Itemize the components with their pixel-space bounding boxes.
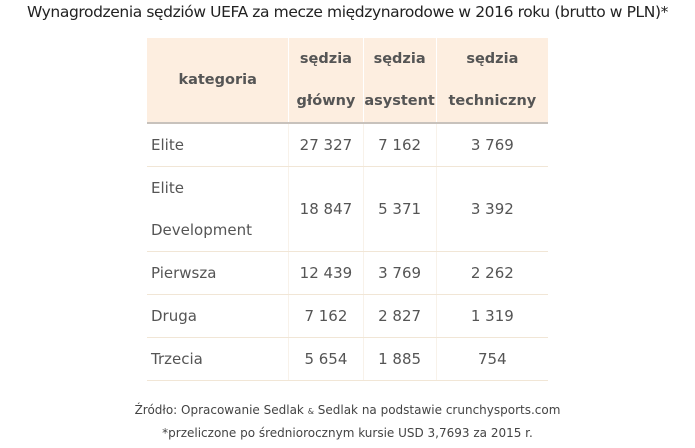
table-row: Elite Development 18 847 5 371 3 392	[147, 166, 548, 252]
cell-category: Pierwsza	[147, 251, 289, 295]
cell-value: 3 392	[435, 166, 548, 252]
cell-category: Elite Development	[147, 166, 289, 252]
cell-value: 1 885	[362, 337, 437, 381]
cell-value: 12 439	[288, 251, 364, 295]
cell-category: Druga	[147, 294, 289, 338]
source-ampersand: &	[307, 407, 314, 416]
cell-value: 27 327	[288, 123, 364, 167]
cell-value: 18 847	[288, 166, 364, 252]
header-label: techniczny	[448, 93, 537, 109]
cell-value: 5 371	[362, 166, 437, 252]
header-label: asystent	[364, 93, 435, 109]
cell-value: 2 827	[362, 294, 437, 338]
conversion-note: *przeliczone po średniorocznym kursie US…	[162, 426, 533, 440]
cell-value: 7 162	[288, 294, 364, 338]
cell-value: 1 319	[435, 294, 548, 338]
category-line: Elite	[151, 179, 184, 197]
cell-value: 7 162	[362, 123, 437, 167]
source-note: Źródło: Opracowanie Sedlak & Sedlak na p…	[0, 403, 695, 417]
source-text: Sedlak na podstawie crunchysports.com	[313, 403, 561, 417]
table-row: Trzecia 5 654 1 885 754	[147, 337, 548, 381]
header-asystent: sędzia asystent	[362, 38, 437, 124]
cell-value: 3 769	[435, 123, 548, 167]
table-title: Wynagrodzenia sędziów UEFA za mecze międ…	[27, 3, 668, 21]
header-row: kategoria sędzia główny sędzia asystent sę…	[147, 38, 548, 124]
header-kategoria: kategoria	[147, 38, 289, 124]
header-glowny: sędzia główny	[288, 38, 364, 124]
header-label: sędzia	[299, 51, 352, 67]
cell-value: 754	[435, 337, 548, 381]
cell-value: 5 654	[288, 337, 364, 381]
header-label: główny	[296, 93, 356, 109]
category-line: Development	[151, 221, 252, 239]
salary-table: kategoria sędzia główny sędzia asystent sę…	[147, 38, 548, 381]
cell-category: Elite	[147, 123, 289, 167]
table-row: Pierwsza 12 439 3 769 2 262	[147, 251, 548, 295]
table-row: Elite 27 327 7 162 3 769	[147, 123, 548, 167]
header-label: kategoria	[178, 72, 257, 88]
header-label: sędzia	[466, 51, 519, 67]
header-label: sędzia	[373, 51, 426, 67]
cell-value: 3 769	[362, 251, 437, 295]
header-techniczny: sędzia techniczny	[435, 38, 548, 124]
cell-category: Trzecia	[147, 337, 289, 381]
cell-value: 2 262	[435, 251, 548, 295]
source-text: Źródło: Opracowanie Sedlak	[134, 403, 308, 417]
table-row: Druga 7 162 2 827 1 319	[147, 294, 548, 338]
